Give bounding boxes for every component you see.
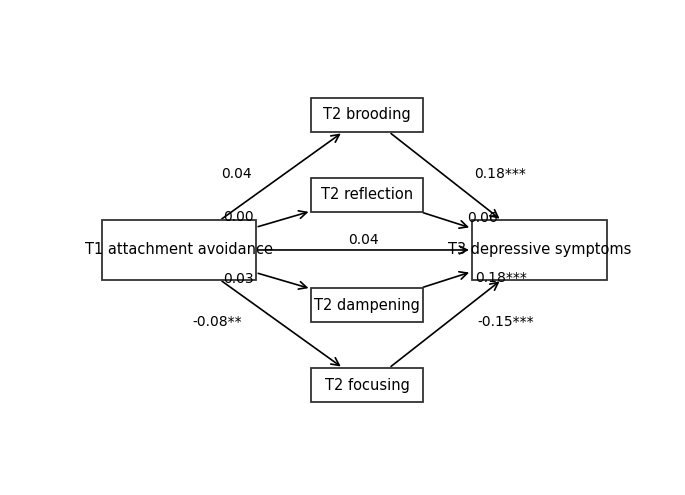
FancyBboxPatch shape (311, 368, 423, 402)
FancyBboxPatch shape (472, 220, 607, 280)
FancyBboxPatch shape (101, 220, 256, 280)
Text: -0.15***: -0.15*** (477, 315, 534, 329)
Text: T1 attachment avoidance: T1 attachment avoidance (84, 243, 273, 257)
Text: 0.03: 0.03 (223, 272, 254, 286)
Text: T2 focusing: T2 focusing (325, 378, 410, 393)
FancyBboxPatch shape (311, 98, 423, 132)
FancyBboxPatch shape (311, 178, 423, 212)
FancyBboxPatch shape (311, 288, 423, 322)
Text: 0.00: 0.00 (223, 210, 254, 224)
Text: T2 reflection: T2 reflection (321, 187, 413, 202)
Text: 0.04: 0.04 (349, 234, 379, 248)
Text: -0.08**: -0.08** (192, 315, 242, 329)
Text: 0.18***: 0.18*** (475, 167, 527, 181)
Text: T2 brooding: T2 brooding (323, 107, 411, 122)
Text: 0.04: 0.04 (221, 167, 252, 181)
Text: T3 depressive symptoms: T3 depressive symptoms (448, 243, 631, 257)
Text: T2 dampening: T2 dampening (314, 297, 420, 313)
Text: 0.06: 0.06 (467, 211, 498, 225)
Text: 0.18***: 0.18*** (475, 271, 527, 285)
